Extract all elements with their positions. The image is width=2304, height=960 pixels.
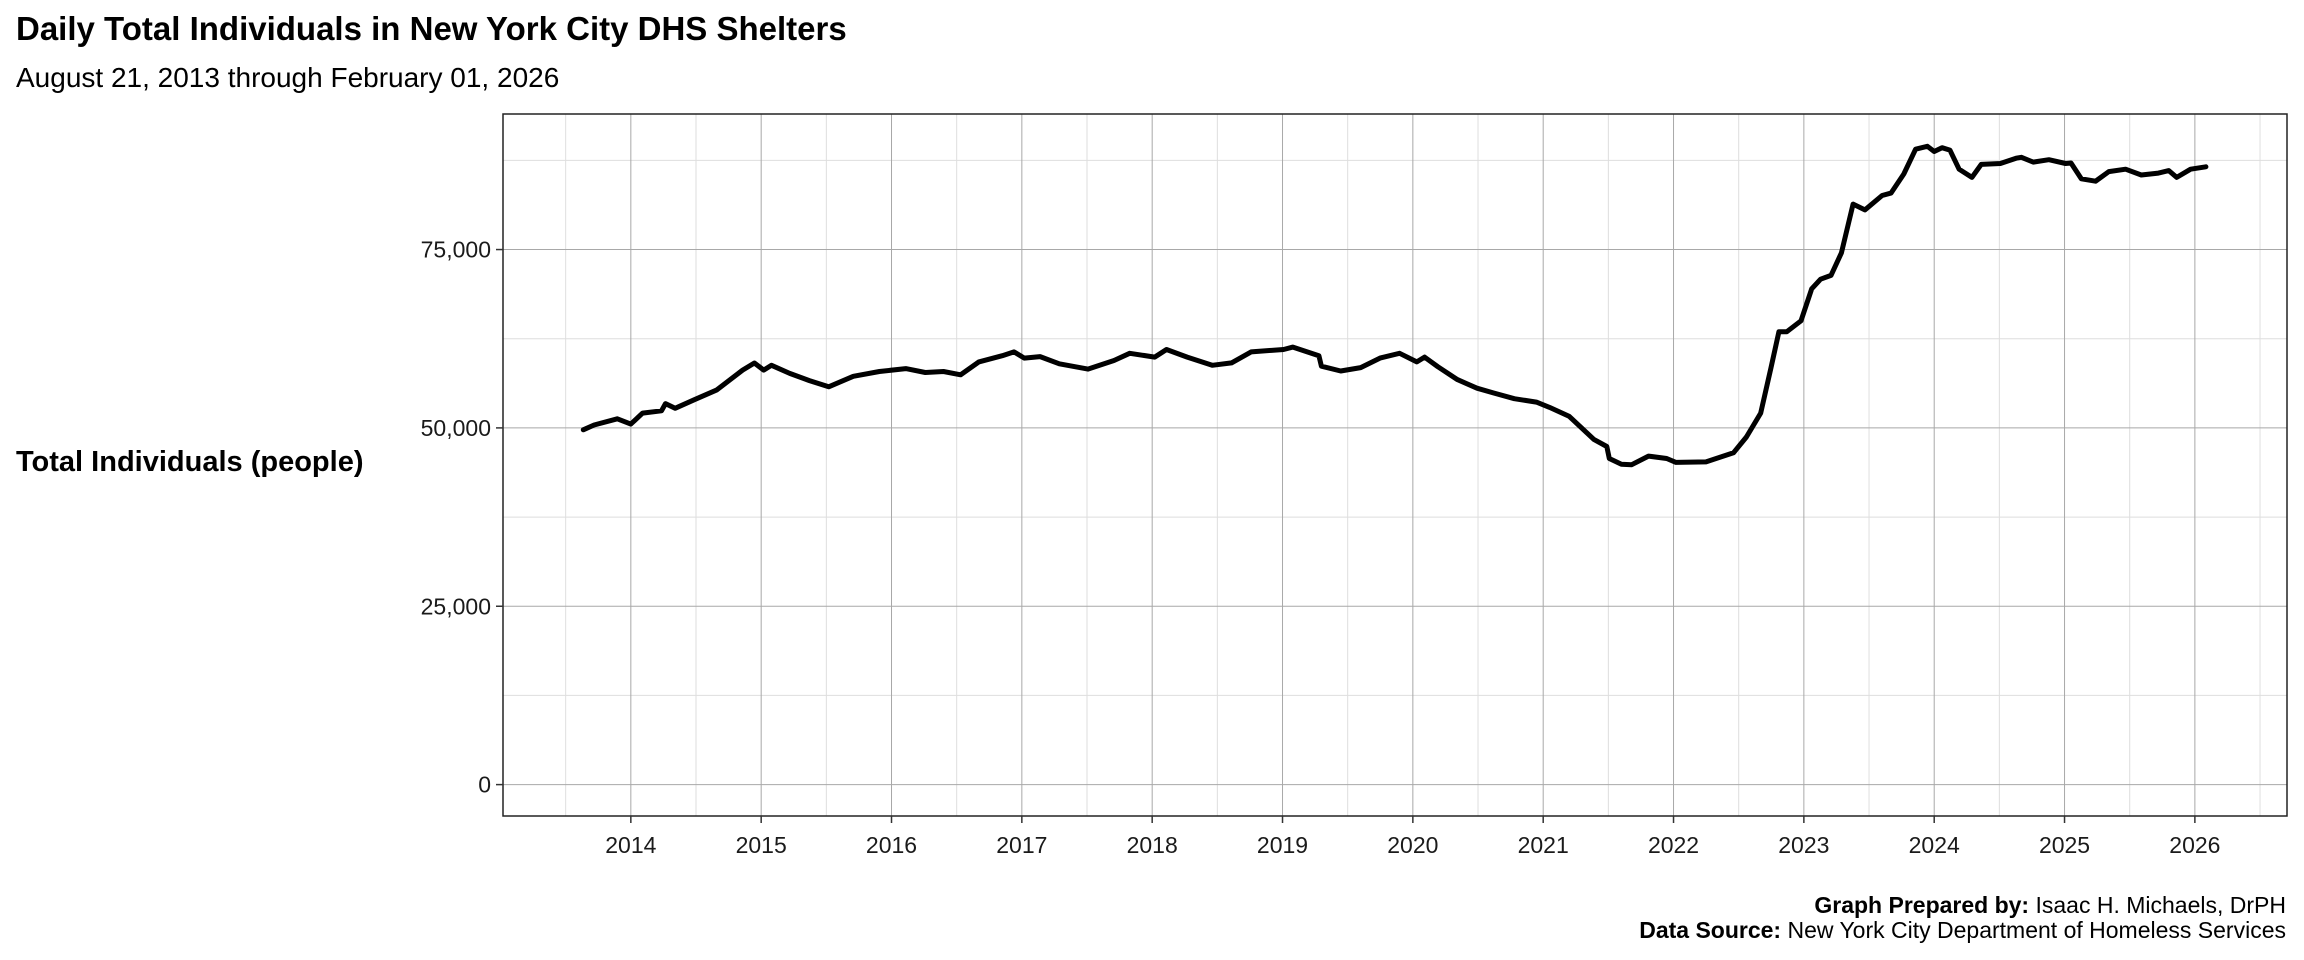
caption-data-source: Data Source: New York City Department of… xyxy=(1639,917,2286,944)
y-tick-label: 0 xyxy=(478,772,491,798)
major-gridlines xyxy=(503,114,2287,816)
y-tick-label: 50,000 xyxy=(421,415,491,441)
x-tick-label: 2014 xyxy=(605,832,656,858)
x-tick-label: 2021 xyxy=(1518,832,1569,858)
x-tick-label: 2023 xyxy=(1778,832,1829,858)
x-tick-label: 2019 xyxy=(1257,832,1308,858)
prepared-by-label: Graph Prepared by: xyxy=(1814,892,2030,918)
x-tick-label: 2020 xyxy=(1387,832,1438,858)
caption-prepared-by: Graph Prepared by: Isaac H. Michaels, Dr… xyxy=(1814,892,2286,919)
x-tick-label: 2017 xyxy=(996,832,1047,858)
data-source-label: Data Source: xyxy=(1639,917,1782,943)
chart-title: Daily Total Individuals in New York City… xyxy=(16,10,847,47)
series-layer xyxy=(580,143,2209,468)
x-tick-label: 2022 xyxy=(1648,832,1699,858)
plot-panel-border xyxy=(502,113,2288,817)
x-tick-label: 2015 xyxy=(736,832,787,858)
x-tick-label: 2026 xyxy=(2169,832,2220,858)
data-source-value: New York City Department of Homeless Ser… xyxy=(1781,917,2286,943)
x-tick-label: 2025 xyxy=(2039,832,2090,858)
y-axis-label: Total Individuals (people) xyxy=(16,446,364,478)
prepared-by-value: Isaac H. Michaels, DrPH xyxy=(2029,892,2286,918)
chart-subtitle: August 21, 2013 through February 01, 202… xyxy=(16,62,560,93)
x-tick-label: 2024 xyxy=(1909,832,1960,858)
y-tick-label: 25,000 xyxy=(421,593,491,619)
y-tick-label: 75,000 xyxy=(421,237,491,263)
series-line xyxy=(580,143,2209,468)
minor-gridlines xyxy=(503,114,2287,816)
x-tick-label: 2016 xyxy=(866,832,917,858)
x-tick-label: 2018 xyxy=(1127,832,1178,858)
axis-ticks: 2014 2015 2016 2017 2018 2019 2020 2021 2022 2023… xyxy=(421,237,2221,858)
